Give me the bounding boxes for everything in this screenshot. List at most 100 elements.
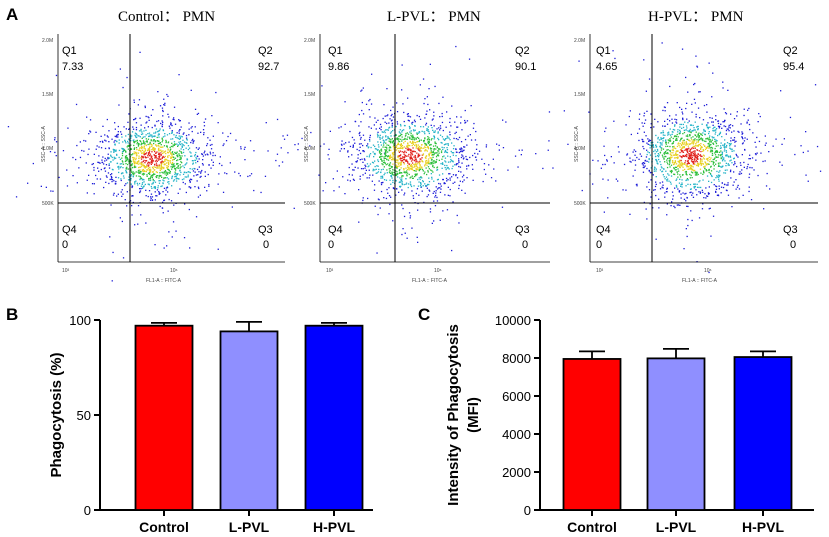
scatter-dot	[147, 138, 150, 140]
scatter-dot	[635, 184, 638, 186]
scatter-dot	[707, 158, 709, 160]
scatter-dot	[112, 251, 114, 254]
scatter-dot	[180, 135, 182, 137]
scatter-dot	[275, 159, 277, 162]
scatter-dot	[383, 104, 385, 106]
scatter-dot	[412, 166, 414, 168]
scatter-dot	[188, 134, 190, 136]
scatter-dot	[177, 145, 179, 147]
scatter-dot	[681, 147, 683, 149]
scatter-dot	[444, 160, 446, 162]
scatter-dot	[416, 166, 418, 168]
scatter-dot	[155, 171, 157, 173]
scatter-dot	[356, 148, 358, 151]
scatter-dot	[179, 155, 181, 157]
scatter-dot	[736, 115, 738, 117]
scatter-dot	[127, 121, 129, 123]
scatter-dot	[717, 125, 720, 127]
scatter-dot	[401, 147, 403, 149]
scatter-dot	[196, 113, 198, 115]
scatter-dot	[157, 148, 160, 150]
scatter-dot	[714, 126, 716, 128]
scatter-dot	[724, 169, 726, 171]
scatter-dot	[697, 133, 699, 135]
scatter-dot	[244, 146, 246, 148]
scatter-dot	[132, 160, 134, 162]
scatter-dot	[137, 104, 139, 106]
scatter-dot	[145, 222, 147, 224]
bar-l_pvl	[646, 357, 706, 511]
scatter-dot	[151, 157, 153, 159]
scatter-dot	[643, 166, 645, 169]
scatter-dot	[723, 157, 725, 159]
scatter-dot	[703, 172, 705, 174]
scatter-dot	[171, 159, 174, 161]
scatter-dot	[176, 177, 178, 179]
scatter-dot	[150, 176, 152, 178]
scatter-dot	[431, 151, 433, 154]
scatter-dot	[657, 155, 659, 157]
scatter-dot	[436, 154, 438, 156]
scatter-dot	[144, 149, 147, 151]
scatter-dot	[134, 132, 137, 134]
scatter-dot	[151, 174, 154, 176]
scatter-dot	[460, 147, 462, 149]
scatter-dot	[375, 148, 378, 150]
scatter-dot	[147, 149, 149, 151]
scatter-dot	[678, 164, 680, 166]
scatter-dot	[420, 186, 423, 188]
scatter-dot	[460, 150, 462, 152]
scatter-dot	[715, 142, 718, 145]
scatter-dot	[340, 148, 343, 150]
scatter-dot	[715, 129, 717, 131]
scatter-dot	[446, 137, 448, 139]
scatter-dot	[353, 139, 355, 141]
scatter-dot	[677, 188, 679, 190]
scatter-dot	[692, 145, 694, 148]
scatter-dot	[629, 110, 631, 112]
scatter-dot	[457, 126, 459, 128]
scatter-dot	[92, 163, 94, 165]
scatter-dot	[674, 135, 677, 137]
scatter-dot	[410, 185, 413, 188]
scatter-dot	[103, 186, 105, 189]
scatter-dot	[411, 150, 413, 152]
scatter-dot	[714, 140, 716, 143]
scatter-dot	[423, 102, 425, 105]
scatter-dot	[359, 138, 362, 140]
scatter-dot	[683, 163, 685, 165]
scatter-dot	[371, 180, 373, 182]
scatter-dot	[101, 140, 104, 142]
scatter-dot	[107, 158, 109, 160]
scatter-dot	[264, 175, 267, 177]
scatter-dot	[76, 144, 78, 147]
scatter-dot	[384, 157, 386, 159]
scatter-dot	[713, 184, 715, 186]
scatter-dot	[396, 102, 398, 104]
q1-value: 9.86	[328, 61, 349, 73]
scatter-dot	[142, 149, 144, 152]
y-tick: 1.5M	[304, 92, 315, 98]
scatter-dot	[677, 168, 679, 170]
scatter-dot	[154, 160, 157, 162]
scatter-dot	[738, 131, 740, 133]
scatter-dot	[141, 182, 144, 184]
scatter-dot	[657, 153, 659, 155]
scatter-dot	[729, 127, 731, 129]
scatter-dot	[765, 142, 767, 144]
scatter-dot	[447, 161, 450, 163]
scatter-dot	[696, 149, 699, 151]
scatter-dot	[438, 150, 440, 152]
scatter-dot	[174, 143, 176, 145]
scatter-dot	[341, 144, 343, 146]
scatter-dot	[165, 189, 167, 191]
scatter-dot	[674, 166, 676, 168]
scatter-dot	[670, 205, 672, 207]
scatter-dot	[243, 148, 246, 150]
scatter-dot	[379, 156, 381, 158]
scatter-dot	[348, 156, 350, 158]
scatter-dot	[144, 148, 146, 150]
scatter-dot	[108, 157, 111, 159]
scatter-dot	[133, 162, 136, 165]
scatter-dot	[156, 136, 158, 139]
